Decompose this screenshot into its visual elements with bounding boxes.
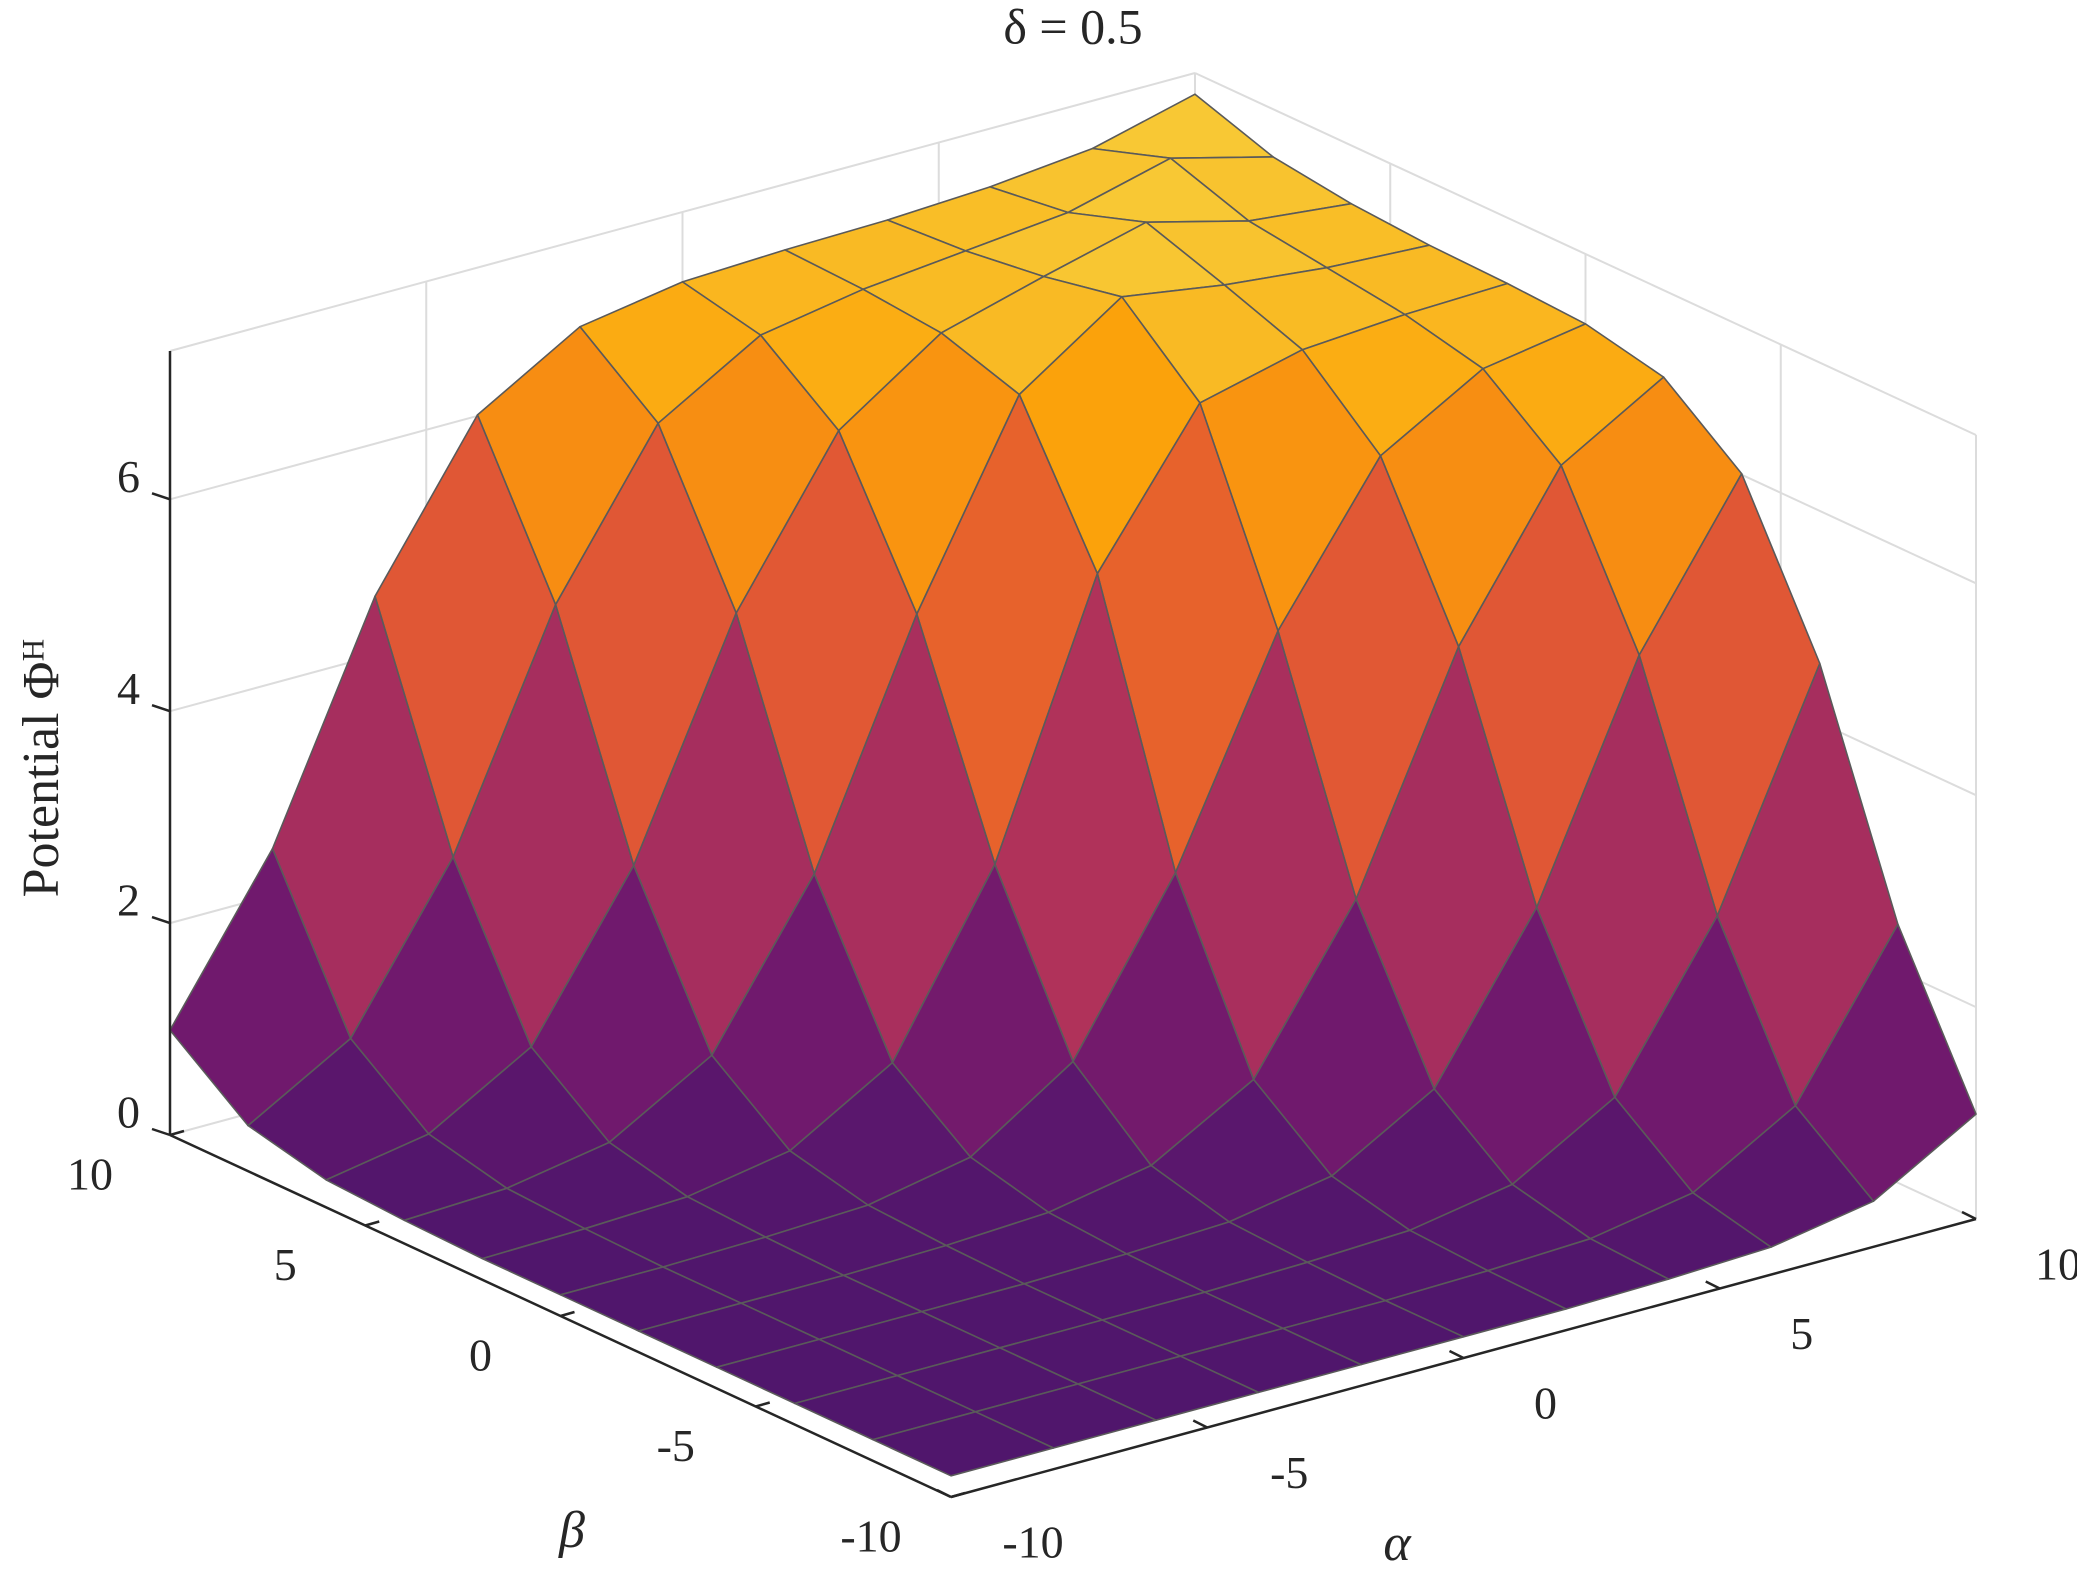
z-tick bbox=[151, 1127, 171, 1137]
y-tick bbox=[169, 1129, 185, 1137]
x-tick bbox=[1448, 1349, 1465, 1360]
x-axis-label: α bbox=[1383, 1515, 1412, 1572]
z-tick bbox=[151, 492, 171, 501]
z-tick-label: 0 bbox=[117, 1087, 140, 1138]
z-axis-label: Potential Φᴴ bbox=[13, 639, 70, 898]
x-tick-label: 10 bbox=[2035, 1239, 2077, 1290]
x-tick-label: -5 bbox=[1270, 1447, 1308, 1498]
y-tick-label: 0 bbox=[469, 1330, 492, 1381]
z-tick bbox=[151, 704, 171, 713]
box-edge bbox=[1194, 72, 1977, 436]
x-tick-label: 0 bbox=[1534, 1378, 1557, 1429]
z-tick-label: 4 bbox=[117, 663, 140, 714]
box-edge bbox=[169, 72, 1196, 352]
y-tick-label: 5 bbox=[274, 1239, 297, 1290]
y-tick-label: -5 bbox=[657, 1420, 695, 1471]
y-tick bbox=[364, 1220, 380, 1227]
chart-title: δ = 0.5 bbox=[1003, 0, 1142, 54]
x-tick bbox=[1705, 1280, 1721, 1290]
y-tick bbox=[560, 1310, 575, 1318]
y-tick bbox=[755, 1401, 771, 1408]
x-tick bbox=[1192, 1419, 1208, 1429]
x-tick bbox=[936, 1488, 952, 1499]
y-tick bbox=[950, 1491, 966, 1499]
z-tick-label: 2 bbox=[117, 875, 140, 926]
surface-patch bbox=[1091, 93, 1274, 159]
y-tick-label: -10 bbox=[840, 1511, 901, 1562]
x-tick-label: 5 bbox=[1790, 1308, 1813, 1359]
z-tick bbox=[151, 915, 171, 925]
z-tick-label: 6 bbox=[117, 451, 140, 502]
surface-patch bbox=[872, 1411, 1055, 1477]
x-tick-label: -10 bbox=[1002, 1517, 1063, 1568]
x-tick bbox=[1961, 1210, 1977, 1221]
y-tick-label: 10 bbox=[67, 1149, 113, 1200]
y-axis-label: β bbox=[558, 1502, 585, 1559]
